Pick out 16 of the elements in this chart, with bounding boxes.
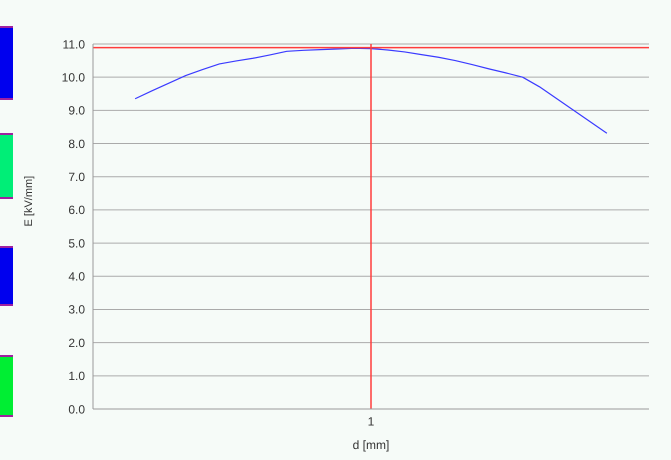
y-tick-label: 10.0 <box>62 70 86 84</box>
line-series <box>134 48 608 134</box>
y-axis-title: E [kV/mm] <box>22 176 35 226</box>
x-axis-title: d [mm] <box>352 438 390 452</box>
y-tick-label: 4.0 <box>68 270 86 284</box>
y-tick-label: 8.0 <box>68 136 86 151</box>
y-tick-label: 11.0 <box>62 37 86 52</box>
y-tick-label: 9.0 <box>68 104 86 118</box>
y-tick-label: 1.0 <box>68 369 86 384</box>
y-tick-label: 7.0 <box>68 170 86 184</box>
y-tick-label: 3.0 <box>68 302 86 317</box>
y-tick-label: 2.0 <box>68 336 86 350</box>
y-tick-label: 0.0 <box>68 402 86 416</box>
y-tick-label: 5.0 <box>68 236 86 250</box>
x-tick-label: 1 <box>368 414 375 429</box>
y-tick-label: 6.0 <box>68 203 86 218</box>
